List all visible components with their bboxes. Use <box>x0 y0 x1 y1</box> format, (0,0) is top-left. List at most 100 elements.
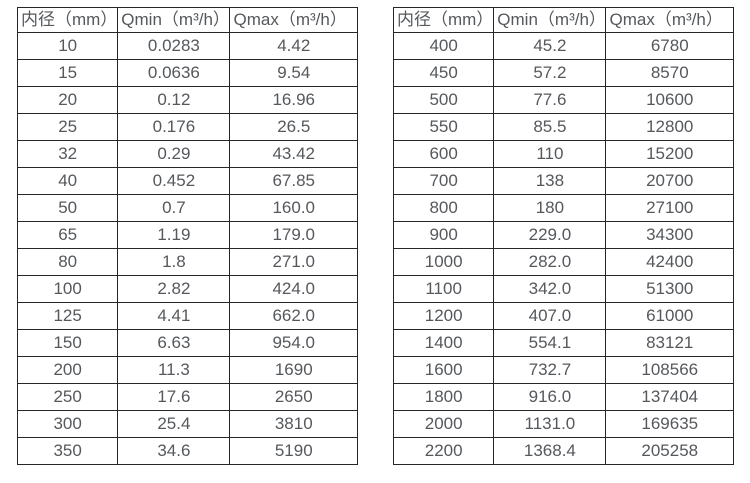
table-row: 25 0.176 26.5 <box>16 113 358 141</box>
table-cell: 8570 <box>605 59 734 87</box>
table-cell: 100 <box>16 275 119 303</box>
table-cell: 407.0 <box>493 302 607 330</box>
table-cell: 300 <box>16 410 119 438</box>
table-cell: 600 <box>392 140 495 168</box>
page: 内径（mm） Qmin（m³/h） Qmax（m³/h） 10 0.0283 4.4… <box>16 7 734 465</box>
table-row: 2000 1131.0 169635 <box>392 410 734 438</box>
table-cell: 1100 <box>392 275 495 303</box>
table-cell: 350 <box>16 437 119 465</box>
table-cell: 77.6 <box>493 86 607 114</box>
table-cell: 32 <box>16 140 119 168</box>
table-cell: 10 <box>16 32 119 60</box>
table-cell: 1368.4 <box>493 437 607 465</box>
table-cell: 80 <box>16 248 119 276</box>
table-cell: 1400 <box>392 329 495 357</box>
table-cell: 6780 <box>605 32 734 60</box>
table-cell: 271.0 <box>229 248 358 276</box>
table-cell: 250 <box>16 383 119 411</box>
table-cell: 282.0 <box>493 248 607 276</box>
table-cell: 500 <box>392 86 495 114</box>
table-cell: 800 <box>392 194 495 222</box>
table-row: 15 0.0636 9.54 <box>16 59 358 87</box>
table-cell: 550 <box>392 113 495 141</box>
table-cell: 0.176 <box>117 113 231 141</box>
col-header-qmin: Qmin（m³/h） <box>117 7 231 33</box>
table-cell: 0.0283 <box>117 32 231 60</box>
table-row: 1800 916.0 137404 <box>392 383 734 411</box>
table-cell: 25.4 <box>117 410 231 438</box>
table-cell: 9.54 <box>229 59 358 87</box>
table-cell: 1690 <box>229 356 358 384</box>
table-row: 200 11.3 1690 <box>16 356 358 384</box>
table-row: 450 57.2 8570 <box>392 59 734 87</box>
table-cell: 11.3 <box>117 356 231 384</box>
table-cell: 2200 <box>392 437 495 465</box>
table-cell: 17.6 <box>117 383 231 411</box>
table-cell: 34300 <box>605 221 734 249</box>
table-cell: 108566 <box>605 356 734 384</box>
table-row: 900 229.0 34300 <box>392 221 734 249</box>
table-cell: 26.5 <box>229 113 358 141</box>
table-cell: 169635 <box>605 410 734 438</box>
table-row: 10 0.0283 4.42 <box>16 32 358 60</box>
table-cell: 3810 <box>229 410 358 438</box>
table-cell: 0.452 <box>117 167 231 195</box>
table-cell: 179.0 <box>229 221 358 249</box>
table-cell: 900 <box>392 221 495 249</box>
table-cell: 67.85 <box>229 167 358 195</box>
table-row: 2200 1368.4 205258 <box>392 437 734 465</box>
table-cell: 25 <box>16 113 119 141</box>
table-row: 20 0.12 16.96 <box>16 86 358 114</box>
table-row: 1400 554.1 83121 <box>392 329 734 357</box>
table-row: 125 4.41 662.0 <box>16 302 358 330</box>
table-row: 100 2.82 424.0 <box>16 275 358 303</box>
table-cell: 342.0 <box>493 275 607 303</box>
table-cell: 554.1 <box>493 329 607 357</box>
table-cell: 200 <box>16 356 119 384</box>
table-cell: 6.63 <box>117 329 231 357</box>
table-cell: 45.2 <box>493 32 607 60</box>
table-row: 1100 342.0 51300 <box>392 275 734 303</box>
table-cell: 4.42 <box>229 32 358 60</box>
table-cell: 954.0 <box>229 329 358 357</box>
header-row: 内径（mm） Qmin（m³/h） Qmax（m³/h） <box>392 7 734 33</box>
table-cell: 160.0 <box>229 194 358 222</box>
table-row: 400 45.2 6780 <box>392 32 734 60</box>
table-cell: 662.0 <box>229 302 358 330</box>
table-cell: 4.41 <box>117 302 231 330</box>
table-cell: 1.8 <box>117 248 231 276</box>
table-cell: 15 <box>16 59 119 87</box>
col-header-qmax: Qmax（m³/h） <box>229 7 358 33</box>
table-cell: 65 <box>16 221 119 249</box>
table-cell: 34.6 <box>117 437 231 465</box>
table-cell: 732.7 <box>493 356 607 384</box>
table-cell: 450 <box>392 59 495 87</box>
table-cell: 205258 <box>605 437 734 465</box>
table-cell: 1131.0 <box>493 410 607 438</box>
col-header-qmin: Qmin（m³/h） <box>493 7 607 33</box>
table-row: 800 180 27100 <box>392 194 734 222</box>
table-row: 550 85.5 12800 <box>392 113 734 141</box>
table-cell: 57.2 <box>493 59 607 87</box>
table-cell: 2650 <box>229 383 358 411</box>
table-cell: 2.82 <box>117 275 231 303</box>
table-cell: 110 <box>493 140 607 168</box>
table-row: 250 17.6 2650 <box>16 383 358 411</box>
table-body: 10 0.0283 4.42 15 0.0636 9.54 20 0.12 16.96 25 0.1… <box>16 32 358 465</box>
table-cell: 0.29 <box>117 140 231 168</box>
table-row: 40 0.452 67.85 <box>16 167 358 195</box>
col-header-qmax: Qmax（m³/h） <box>605 7 734 33</box>
table-cell: 125 <box>16 302 119 330</box>
table-cell: 400 <box>392 32 495 60</box>
table-header: 内径（mm） Qmin（m³/h） Qmax（m³/h） <box>16 7 358 33</box>
table-cell: 1200 <box>392 302 495 330</box>
table-row: 50 0.7 160.0 <box>16 194 358 222</box>
header-row: 内径（mm） Qmin（m³/h） Qmax（m³/h） <box>16 7 358 33</box>
table-cell: 916.0 <box>493 383 607 411</box>
table-cell: 40 <box>16 167 119 195</box>
table-cell: 83121 <box>605 329 734 357</box>
table-row: 32 0.29 43.42 <box>16 140 358 168</box>
table-cell: 15200 <box>605 140 734 168</box>
table-cell: 1600 <box>392 356 495 384</box>
table-row: 1200 407.0 61000 <box>392 302 734 330</box>
